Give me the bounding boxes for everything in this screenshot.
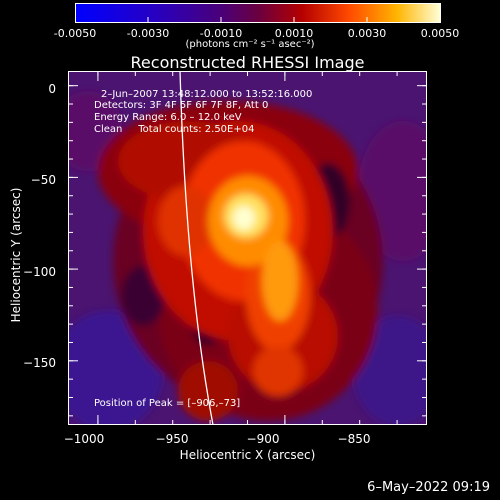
detectors-annotation: Detectors: 3F 4F 5F 6F 7F 8F, Att 0 (94, 100, 269, 111)
colorbar-tick: -0.0050 (53, 27, 97, 40)
peak-position-annotation: Position of Peak = [–906,–73] (94, 398, 241, 409)
y-tick-label: −50 (30, 173, 56, 187)
colorbar-tick: 0.0030 (347, 27, 387, 40)
energy-annotation: Energy Range: 6.0 – 12.0 keV (94, 112, 242, 123)
x-tick-label: −950 (155, 432, 189, 446)
y-tick-label: −100 (23, 265, 56, 279)
y-tick-label: −150 (23, 356, 56, 370)
colorbar-tick: 0.0010 (274, 27, 314, 40)
colorbar (75, 3, 441, 23)
colorbar-units-label: (photons cm⁻² s⁻¹ asec⁻²) (185, 39, 315, 50)
time-range-annotation: 2–Jun–2007 13:48:12.000 to 13:52:16.000 (101, 89, 313, 100)
y-tick-label: 0 (48, 82, 56, 96)
colorbar-tick: -0.0010 (199, 27, 243, 40)
chart-title: Reconstructed RHESSI Image (130, 53, 365, 72)
x-axis-label: Heliocentric X (arcsec) (179, 448, 316, 462)
method-annotation: Clean Total counts: 2.50E+04 (94, 124, 255, 135)
colorbar-tick: 0.0050 (420, 27, 460, 40)
colorbar-tick: -0.0030 (126, 27, 170, 40)
plot-date: 6–May–2022 09:19 (367, 480, 490, 495)
x-tick-label: −1000 (63, 432, 105, 446)
y-axis-label: Heliocentric Y (arcsec) (9, 187, 23, 323)
x-tick-label: −850 (337, 432, 371, 446)
heatmap-image (68, 71, 427, 425)
x-tick-label: −900 (246, 432, 280, 446)
